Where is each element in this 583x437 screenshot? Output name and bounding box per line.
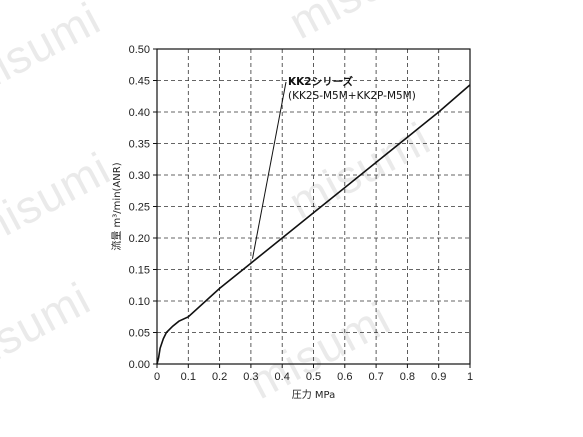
series-line-kk2	[156, 84, 471, 365]
grid-lines	[157, 49, 470, 364]
watermark-text: misumi	[0, 0, 109, 109]
x-tick-label: 0.1	[181, 371, 196, 383]
y-tick-label: 0.40	[129, 107, 150, 119]
y-tick-label: 0.15	[129, 265, 150, 277]
y-tick-label: 0.20	[129, 233, 150, 245]
y-tick-label: 0.10	[129, 296, 150, 308]
y-axis-ticks: 0.00 0.05 0.10 0.15 0.20 0.25 0.30 0.35 0.40 0.45…	[129, 44, 157, 371]
watermark-text: misumi	[280, 112, 438, 229]
y-tick-label: 0.25	[129, 202, 150, 214]
y-tick-label: 0.45	[129, 76, 150, 88]
x-tick-label: 0.7	[368, 371, 383, 383]
x-tick-label: 0	[154, 371, 160, 383]
x-tick-label: 0.6	[337, 371, 352, 383]
x-tick-label: 0.5	[306, 371, 321, 383]
annotation-title: KK2シリーズ	[288, 75, 354, 88]
x-tick-label: 0.2	[212, 371, 227, 383]
y-tick-label: 0.05	[129, 328, 150, 340]
watermark-text: misumi	[0, 142, 119, 259]
y-tick-label: 0.30	[129, 170, 150, 182]
x-axis-ticks: 0 0.1 0.2 0.3 0.4 0.5 0.6 0.7 0.8 0.9 1	[154, 364, 473, 383]
x-tick-label: 0.8	[400, 371, 415, 383]
watermark-text: misumi	[0, 272, 99, 389]
y-tick-label: 0.35	[129, 139, 150, 151]
y-tick-label: 0.50	[129, 44, 150, 56]
x-tick-label: 0.9	[431, 371, 446, 383]
x-tick-label: 1	[467, 371, 473, 383]
x-tick-label: 0.3	[243, 371, 258, 383]
x-tick-label: 0.4	[275, 371, 290, 383]
y-axis-label: 流量 m³/min(ANR)	[110, 162, 123, 250]
watermark-text: misumi	[280, 0, 438, 49]
y-tick-label: 0.00	[129, 359, 150, 371]
x-axis-label: 圧力 MPa	[292, 388, 336, 401]
annotation-subtitle: (KK2S-M5M+KK2P-M5M)	[288, 90, 416, 102]
annotation-leader-line	[251, 81, 287, 259]
